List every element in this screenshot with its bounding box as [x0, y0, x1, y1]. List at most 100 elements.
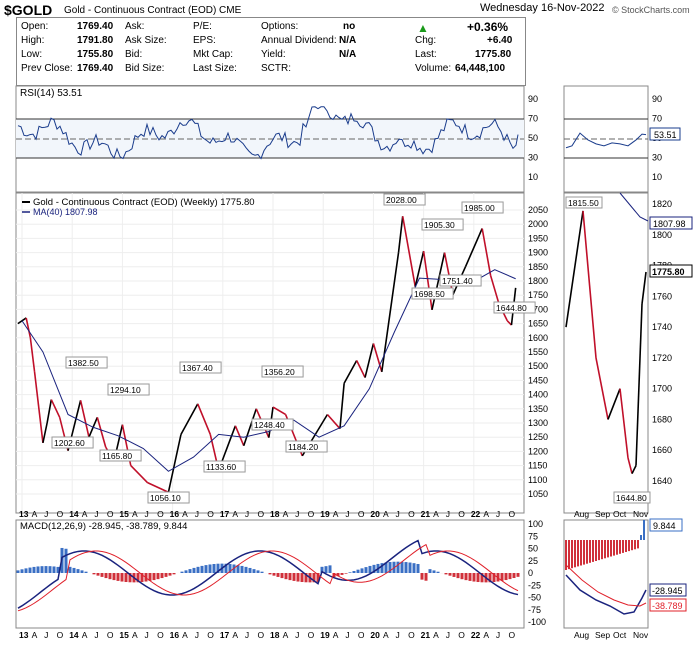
- x-label-bottom: J: [44, 630, 48, 640]
- hist-bar-negative: [288, 573, 292, 581]
- x-label-bottom: J: [245, 630, 249, 640]
- price-annotation-box: [147, 491, 190, 504]
- macd-panel-daily: [563, 519, 649, 629]
- price-annotation-box: [203, 460, 246, 473]
- prev-close-label: Prev Close:: [21, 63, 73, 74]
- x-label: 19: [320, 509, 330, 519]
- hist-bar-positive: [208, 564, 212, 573]
- x-label: 21: [421, 509, 431, 519]
- price-annotation-box: [439, 274, 482, 287]
- x-label: 14: [69, 509, 79, 519]
- price-segment-up: [42, 422, 48, 444]
- hist-bar-positive: [380, 563, 384, 573]
- x-label-bottom: O: [57, 630, 64, 640]
- ask-label: Ask:: [125, 21, 145, 32]
- x-label-bottom: J: [396, 630, 400, 640]
- x-label-bottom: O: [257, 630, 264, 640]
- daily-hist-negative: [580, 540, 582, 566]
- mkt-cap-label: Mkt Cap:: [193, 49, 234, 60]
- x-label: O: [257, 509, 264, 519]
- x-label: O: [358, 509, 365, 519]
- x-label: J: [496, 509, 500, 519]
- price-segment-up: [414, 250, 425, 287]
- daily-segment-down: [627, 457, 633, 474]
- x-label: A: [483, 509, 489, 519]
- daily-price-axis: 1820180017801760174017201700168016601640: [652, 199, 672, 486]
- hist-bar-positive: [64, 548, 68, 573]
- rsi-line: [17, 106, 519, 160]
- x-label-bottom: O: [107, 630, 114, 640]
- daily-price-tick: 1720: [652, 353, 672, 363]
- daily-price-tick: 1680: [652, 414, 672, 424]
- price-segment-down: [326, 413, 341, 430]
- x-label: 17: [220, 509, 230, 519]
- hist-bar-positive: [76, 569, 80, 573]
- daily-hist-positive: [643, 520, 645, 540]
- x-label-bottom: A: [182, 630, 188, 640]
- macd-value-tag-text: -28.945: [652, 586, 683, 596]
- hist-bar-positive: [416, 563, 420, 573]
- hist-bar-negative: [460, 573, 464, 580]
- price-tick-label: 1450: [528, 375, 548, 385]
- x-label: O: [508, 509, 515, 519]
- x-label: 13: [19, 509, 29, 519]
- price-annotation-box: [99, 449, 142, 462]
- price-annotation: 1294.10: [110, 385, 141, 395]
- x-label-bottom: A: [383, 630, 389, 640]
- daily-segment-up: [635, 303, 643, 466]
- x-label: J: [94, 509, 98, 519]
- x-label-bottom: J: [446, 630, 450, 640]
- last-value: 1775.80: [475, 49, 512, 60]
- x-label: O: [107, 509, 114, 519]
- daily-hist-negative: [634, 540, 636, 550]
- daily-segment-down: [595, 357, 609, 420]
- price-annotation: 1184.20: [288, 442, 318, 452]
- price-value-tag: [649, 264, 693, 278]
- hist-bar-negative: [316, 573, 320, 582]
- low-value: 1755.80: [77, 49, 114, 60]
- daily-hist-negative: [586, 540, 588, 564]
- hist-bar-negative: [296, 573, 300, 582]
- hist-bar-negative: [272, 573, 276, 576]
- price-segment-up: [380, 252, 400, 372]
- x-label-bottom: 15: [119, 630, 129, 640]
- macd-tick-label: -50: [528, 593, 541, 603]
- rsi-daily-line: [565, 132, 647, 149]
- x-label-bottom: J: [145, 630, 149, 640]
- hist-bar-negative: [120, 573, 124, 582]
- last-label: Last:: [415, 49, 437, 60]
- rsi-value-tag: [649, 127, 681, 141]
- price-annotation-box: [285, 440, 328, 453]
- rsi-tick-label: 70: [528, 114, 538, 124]
- price-annotation: 1133.60: [206, 462, 236, 472]
- hist-bar-positive: [28, 567, 32, 573]
- ma-legend: MA(40) 1807.98: [33, 207, 98, 217]
- price-segment-down: [33, 371, 44, 443]
- x-label: 22: [471, 509, 481, 519]
- hist-bar-positive: [384, 562, 388, 573]
- hist-bar-positive: [328, 565, 332, 573]
- x-label: 18: [270, 509, 280, 519]
- hist-bar-negative: [96, 573, 100, 576]
- signal-value-tag-text: -38.789: [652, 601, 683, 611]
- hist-bar-negative: [512, 573, 516, 579]
- hist-bar-positive: [428, 569, 432, 573]
- price-annotation-box: [65, 356, 108, 369]
- hist-bar-positive: [352, 570, 356, 573]
- x-label-bottom: 13: [19, 630, 29, 640]
- hist-bar-negative: [444, 573, 448, 575]
- x-label: J: [245, 509, 249, 519]
- price-tick-label: 1300: [528, 418, 548, 428]
- hist-bar-negative: [128, 573, 132, 583]
- hist-bar-negative: [100, 573, 104, 577]
- price-segment-down: [234, 425, 245, 447]
- daily-hist-negative: [622, 540, 624, 553]
- hist-bar-negative: [476, 573, 480, 583]
- daily-signal-line: [565, 564, 647, 607]
- x-label: O: [458, 509, 465, 519]
- daily-annotation-low: 1644.80: [616, 493, 647, 503]
- daily-hist-negative: [574, 540, 576, 568]
- price-tick-label: 1850: [528, 262, 548, 272]
- x-label-bottom: 19: [320, 630, 330, 640]
- hist-bar-positive: [360, 568, 364, 573]
